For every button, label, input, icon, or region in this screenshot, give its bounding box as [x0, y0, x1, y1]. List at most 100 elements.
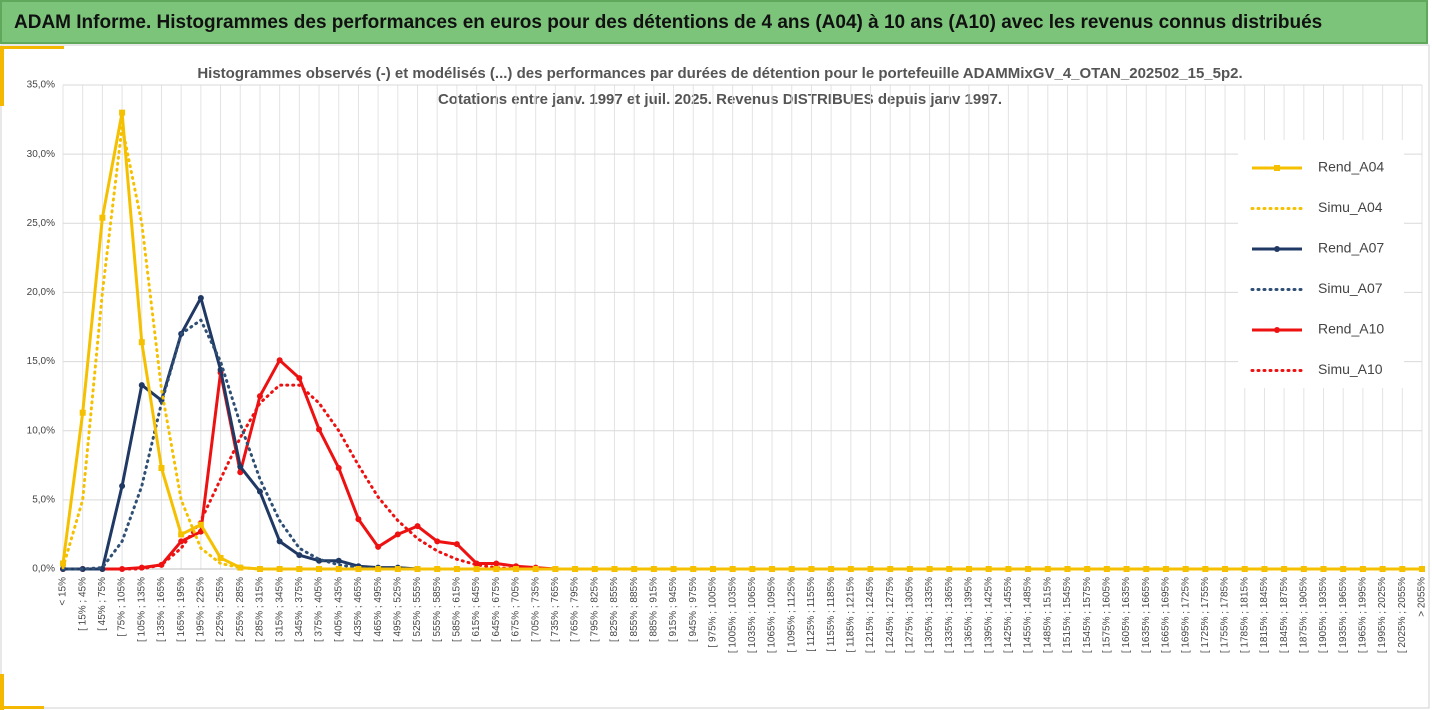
x-tick-label: [ 1095% ; 1125%: [786, 577, 797, 653]
marker: [453, 566, 460, 572]
legend-marker: [1274, 327, 1280, 333]
chart-frame: [0, 44, 1430, 709]
x-tick-label: [ 405% ; 435%: [333, 577, 344, 642]
marker: [434, 566, 441, 572]
y-tick-label: 15,0%: [27, 356, 55, 367]
x-tick-label: [ 1995% ; 2025%: [1377, 577, 1388, 653]
x-tick-label: [ 165% ; 195%: [176, 577, 187, 642]
x-tick-label: [ 1125% ; 1155%: [806, 577, 817, 652]
x-tick-label: [ 15% ; 45%: [77, 577, 88, 631]
x-tick-label: [ 255% ; 285%: [235, 577, 246, 642]
legend-box: [1238, 140, 1404, 388]
marker: [926, 566, 933, 572]
x-tick-label: [ 1335% ; 1365%: [944, 577, 955, 653]
y-tick-label: 5,0%: [32, 494, 55, 505]
legend-label: Simu_A10: [1318, 361, 1383, 377]
x-tick-label: [ 1725% ; 1755%: [1200, 577, 1211, 653]
marker: [178, 531, 185, 538]
legend-label: Rend_A04: [1318, 159, 1384, 175]
x-tick-label: [ 1515% ; 1545%: [1062, 577, 1073, 653]
y-tick-label: 25,0%: [27, 218, 55, 229]
y-tick-label: 35,0%: [27, 80, 55, 91]
x-tick-label: [ 1365% ; 1395%: [964, 577, 975, 653]
x-tick-label: [ 795% ; 825%: [589, 577, 600, 642]
marker: [79, 409, 86, 416]
x-tick-label: [ 1755% ; 1785%: [1220, 577, 1231, 653]
marker: [197, 521, 204, 528]
legend-label: Rend_A07: [1318, 240, 1384, 256]
legend-label: Simu_A07: [1318, 280, 1383, 296]
x-tick-label: [ 915% ; 945%: [668, 577, 679, 642]
marker: [158, 465, 165, 472]
marker: [453, 541, 460, 548]
marker: [650, 566, 657, 572]
marker: [1419, 566, 1425, 572]
legend: Rend_A04 Simu_A04 Rend_A07 Simu_A07 Rend_A10…: [1238, 140, 1404, 388]
x-tick-label: [ 765% ; 795%: [570, 577, 581, 642]
marker: [296, 552, 303, 559]
y-tick-label: 20,0%: [27, 287, 55, 298]
marker: [316, 566, 323, 572]
legend-label: Rend_A10: [1318, 321, 1384, 337]
x-tick-label: [ 1215% ; 1245%: [865, 577, 876, 653]
marker: [138, 339, 145, 346]
x-tick-label: [ 945% ; 975%: [688, 577, 699, 642]
marker: [1359, 566, 1366, 572]
x-tick-label: [ 1695% ; 1725%: [1180, 577, 1191, 653]
x-tick-label: > 2055%: [1417, 577, 1428, 617]
x-tick-label: [ 1605% ; 1635%: [1121, 577, 1132, 653]
x-tick-label: [ 1185% ; 1215%: [845, 577, 856, 653]
marker: [119, 483, 126, 490]
x-tick-label: [ 1845% ; 1875%: [1279, 577, 1290, 653]
marker: [591, 566, 598, 572]
marker: [375, 543, 382, 550]
marker: [197, 294, 204, 301]
x-tick-label: [ 855% ; 885%: [629, 577, 640, 642]
accent: [4, 46, 64, 49]
x-tick-label: [ 1485% ; 1515%: [1042, 577, 1053, 653]
marker: [355, 516, 362, 523]
x-tick-label: [ 1785% ; 1815%: [1239, 577, 1250, 653]
accent: [4, 706, 44, 709]
x-tick-label: [ 885% ; 915%: [649, 577, 660, 642]
marker: [335, 557, 342, 564]
x-tick-label: [ 1935% ; 1965%: [1338, 577, 1349, 653]
marker: [316, 426, 323, 433]
marker: [138, 382, 145, 389]
x-tick-label: [ 1545% ; 1575%: [1082, 577, 1093, 653]
series-line: [61, 124, 1424, 571]
marker: [1005, 566, 1012, 572]
marker: [296, 566, 303, 572]
accent: [0, 46, 4, 106]
x-tick-label: [ 525% ; 555%: [412, 577, 423, 642]
x-tick-label: [ 1005% ; 1035%: [727, 577, 738, 653]
x-tick-label: [ 1395% ; 1425%: [983, 577, 994, 653]
marker: [296, 375, 303, 382]
marker: [1202, 566, 1209, 572]
x-tick-label: [ 1155% ; 1185%: [826, 577, 837, 652]
y-tick-label: 30,0%: [27, 149, 55, 160]
marker: [434, 538, 441, 545]
marker: [375, 566, 382, 572]
header-title: ADAM Informe. Histogrammes des performan…: [14, 12, 1323, 33]
x-tick-label: [ 195% ; 225%: [196, 577, 207, 642]
x-tick-label: [ 135% ; 165%: [156, 577, 167, 642]
x-tick-label: [ 495% ; 525%: [392, 577, 403, 642]
marker: [237, 463, 244, 470]
x-tick-label: [ 1665% ; 1695%: [1161, 577, 1172, 653]
marker: [256, 488, 263, 495]
marker: [1340, 566, 1347, 572]
marker: [276, 538, 283, 545]
chart-subtitle: Cotations entre janv. 1997 et juil. 2025…: [438, 91, 1002, 108]
chart-title: Histogrammes observés (-) et modélisés (…: [197, 65, 1242, 82]
x-tick-label: [ 435% ; 465%: [353, 577, 364, 642]
y-tick-label: 0,0%: [32, 564, 55, 575]
x-tick-label: [ 315% ; 345%: [274, 577, 285, 642]
marker: [237, 564, 244, 571]
x-tick-label: [ 2025% ; 2055%: [1397, 577, 1408, 653]
marker: [394, 531, 401, 538]
x-tick-label: [ 75% ; 105%: [117, 577, 128, 637]
x-tick-label: [ 555% ; 585%: [432, 577, 443, 642]
x-tick-label: [ 1815% ; 1845%: [1259, 577, 1270, 653]
marker: [414, 523, 421, 530]
